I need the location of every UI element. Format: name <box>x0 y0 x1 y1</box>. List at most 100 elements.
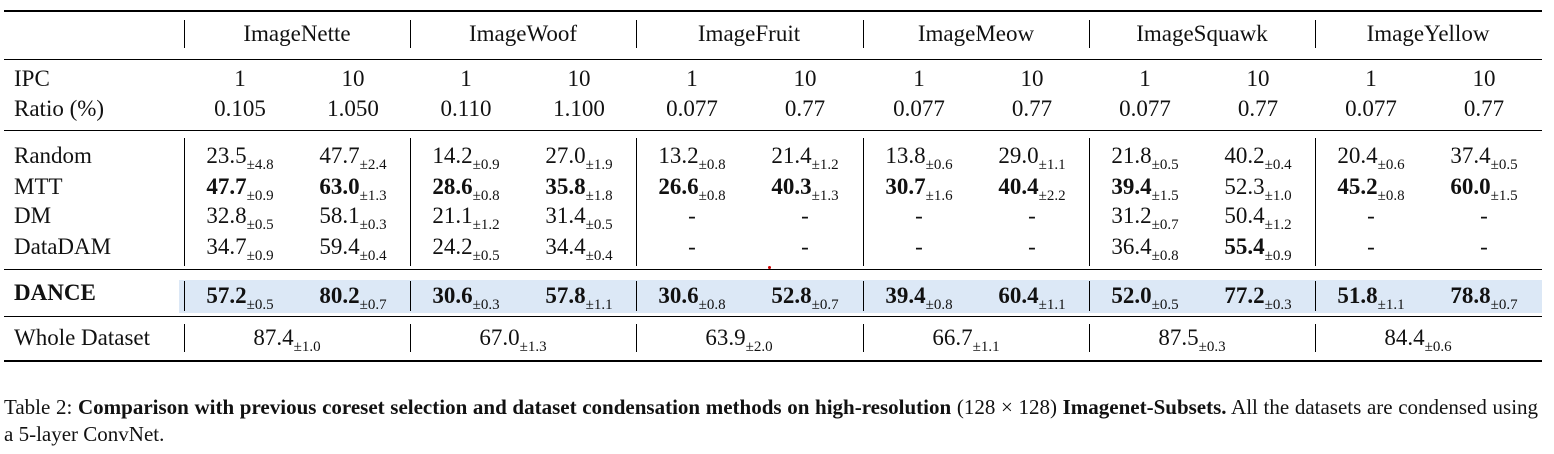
ipc-value: 1 <box>1365 66 1377 91</box>
result-cell: 39.4±1.5 <box>1111 174 1179 204</box>
caption-resolution: (128 × 128) <box>956 395 1057 419</box>
result-cell: - <box>801 203 809 228</box>
result-cell: 58.1±0.3 <box>319 203 387 233</box>
whole-dataset-cell: 67.0±1.3 <box>479 325 547 355</box>
result-cell: 34.7±0.9 <box>206 234 274 264</box>
result-cell: 13.2±0.8 <box>658 143 726 173</box>
result-cell: 14.2±0.9 <box>432 143 500 173</box>
ratio-value: 0.77 <box>784 96 826 121</box>
column-divider <box>636 281 637 311</box>
column-divider <box>636 20 637 48</box>
result-cell: 40.3±1.3 <box>771 174 839 204</box>
dance-cell: 30.6±0.8 <box>658 283 726 313</box>
result-cell: - <box>1480 203 1488 228</box>
column-divider <box>863 20 864 48</box>
results-table: ImageNette ImageWoof ImageFruit ImageMeow Im… <box>4 0 1542 454</box>
method-name: DM <box>14 203 52 228</box>
ratio-value: 0.77 <box>1237 96 1279 121</box>
result-cell: - <box>1367 234 1375 259</box>
dance-cell: 57.8±1.1 <box>545 283 613 313</box>
column-divider <box>1315 324 1316 352</box>
result-cell: 47.7±0.9 <box>206 174 274 204</box>
stray-mark <box>768 266 771 269</box>
result-cell: 40.4±2.2 <box>998 174 1066 204</box>
dance-cell: 52.0±0.5 <box>1111 283 1179 313</box>
column-divider <box>1089 324 1090 352</box>
whole-dataset-cell: 87.4±1.0 <box>253 325 321 355</box>
ratio-value: 0.77 <box>1463 96 1505 121</box>
result-cell: 21.4±1.2 <box>771 143 839 173</box>
dance-highlight <box>179 280 1542 313</box>
dance-cell: 30.6±0.3 <box>432 283 500 313</box>
ratio-value: 1.100 <box>553 96 605 121</box>
column-divider <box>184 324 185 352</box>
result-cell: - <box>1028 203 1036 228</box>
result-cell: 23.5±4.8 <box>206 143 274 173</box>
ratio-value: 0.077 <box>1345 96 1397 121</box>
result-cell: 31.2±0.7 <box>1111 203 1179 233</box>
column-divider <box>1315 20 1316 48</box>
dataset-header: ImageWoof <box>469 21 577 46</box>
caption-rest: All the datasets are condensed using a 5… <box>4 395 1539 446</box>
caption-bold-1: Comparison with previous coreset selecti… <box>77 395 952 419</box>
result-cell: 26.6±0.8 <box>658 174 726 204</box>
result-cell: 52.3±1.0 <box>1224 174 1292 204</box>
column-divider <box>863 281 864 311</box>
ipc-value: 10 <box>793 66 817 91</box>
top-rule <box>4 10 1542 12</box>
result-cell: 40.2±0.4 <box>1224 143 1292 173</box>
result-cell: 31.4±0.5 <box>545 203 613 233</box>
column-divider <box>1315 138 1316 266</box>
column-divider <box>1089 138 1090 266</box>
ipc-value: 1 <box>460 66 472 91</box>
result-cell: 59.4±0.4 <box>319 234 387 264</box>
ratio-value: 0.110 <box>440 96 492 121</box>
column-divider <box>863 138 864 266</box>
result-cell: - <box>1480 234 1488 259</box>
dataset-header: ImageMeow <box>917 21 1035 46</box>
dance-cell: 52.8±0.7 <box>771 283 839 313</box>
ratio-value: 0.077 <box>666 96 718 121</box>
ratio-value: 0.077 <box>1119 96 1171 121</box>
result-cell: 37.4±0.5 <box>1450 143 1518 173</box>
whole-dataset-cell: 66.7±1.1 <box>932 325 1000 355</box>
dataset-header: ImageSquawk <box>1136 21 1268 46</box>
column-divider <box>1315 281 1316 311</box>
result-cell: 20.4±0.6 <box>1337 143 1405 173</box>
methods-rule <box>4 269 1542 270</box>
whole-dataset-cell: 84.4±0.6 <box>1384 325 1452 355</box>
result-cell: 21.1±1.2 <box>432 203 500 233</box>
result-cell: 50.4±1.2 <box>1224 203 1292 233</box>
column-divider <box>410 281 411 311</box>
column-divider <box>1089 20 1090 48</box>
result-cell: - <box>1367 203 1375 228</box>
column-divider <box>184 20 185 48</box>
method-name: Random <box>14 143 92 168</box>
bottom-rule <box>4 360 1542 362</box>
ratio-value: 0.77 <box>1011 96 1053 121</box>
result-cell: 24.2±0.5 <box>432 234 500 264</box>
result-cell: - <box>1028 234 1036 259</box>
dance-cell: 77.2±0.3 <box>1224 283 1292 313</box>
result-cell: - <box>688 203 696 228</box>
column-divider <box>184 138 185 266</box>
caption-label: Table 2: <box>4 395 73 419</box>
ipc-value: 1 <box>913 66 925 91</box>
ipc-value: 1 <box>234 66 246 91</box>
caption-bold-2: Imagenet-Subsets. <box>1062 395 1227 419</box>
result-cell: 47.7±2.4 <box>319 143 387 173</box>
method-name: DataDAM <box>14 234 112 259</box>
whole-dataset-cell: 63.9±2.0 <box>705 325 773 355</box>
result-cell: 45.2±0.8 <box>1337 174 1405 204</box>
dance-cell: 80.2±0.7 <box>319 283 387 313</box>
result-cell: 21.8±0.5 <box>1111 143 1179 173</box>
ipc-value: 1 <box>686 66 698 91</box>
ipc-value: 10 <box>341 66 365 91</box>
dataset-header: ImageFruit <box>697 21 801 46</box>
result-cell: 30.7±1.6 <box>885 174 953 204</box>
dataset-header: ImageYellow <box>1366 21 1490 46</box>
result-cell: 32.8±0.5 <box>206 203 274 233</box>
result-cell: - <box>688 234 696 259</box>
method-name: MTT <box>14 174 63 199</box>
result-cell: 34.4±0.4 <box>545 234 613 264</box>
